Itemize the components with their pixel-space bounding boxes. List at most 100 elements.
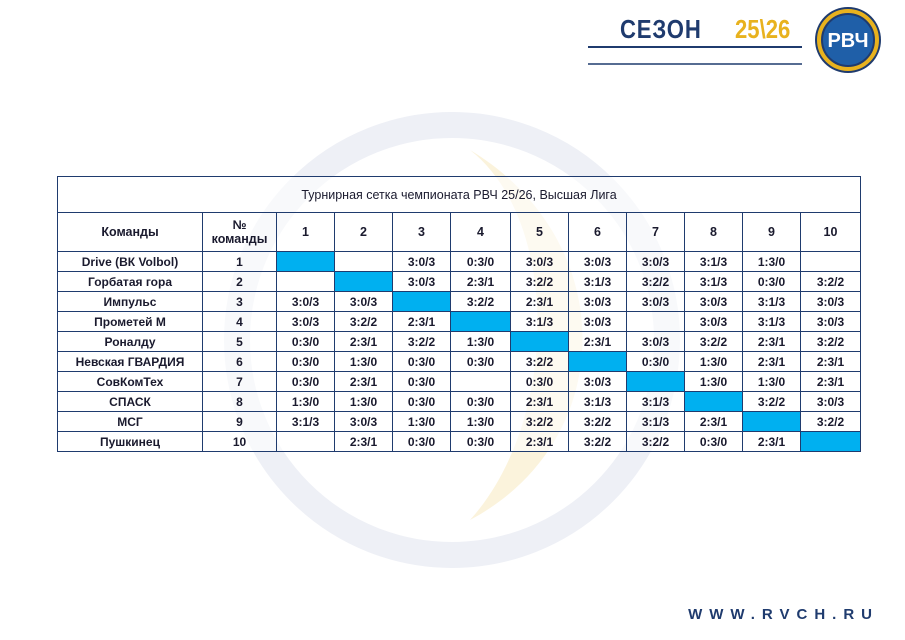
match-result <box>450 311 511 332</box>
match-result <box>568 351 627 372</box>
team-number: 6 <box>202 351 277 372</box>
match-result <box>626 371 685 392</box>
match-result: 3:2/2 <box>450 291 511 312</box>
match-result: 3:2/2 <box>568 431 627 452</box>
match-result: 3:2/2 <box>799 331 862 352</box>
match-result: 3:0/3 <box>799 291 862 312</box>
column-header: 5 <box>510 212 569 252</box>
team-name: Невская ГВАРДИЯ <box>57 351 203 372</box>
match-result: 1:3/0 <box>742 251 801 272</box>
match-result: 1:3/0 <box>684 371 743 392</box>
team-name: Пушкинец <box>57 431 203 452</box>
team-name: Горбатая гора <box>57 271 203 292</box>
team-number: 9 <box>202 411 277 432</box>
match-result: 1:3/0 <box>450 331 511 352</box>
match-result: 3:2/2 <box>568 411 627 432</box>
match-result: 3:0/3 <box>568 251 627 272</box>
match-result: 3:0/3 <box>568 311 627 332</box>
match-result: 3:2/2 <box>392 331 451 352</box>
team-number: 7 <box>202 371 277 392</box>
match-result: 3:0/3 <box>276 291 335 312</box>
team-number: 4 <box>202 311 277 332</box>
column-header: 10 <box>799 212 862 252</box>
header-row: Команды № команды 1 2 3 4 5 6 7 8 9 10 <box>57 212 862 252</box>
match-result: 3:2/2 <box>742 391 801 412</box>
match-result: 3:2/2 <box>626 271 685 292</box>
match-result: 0:3/0 <box>626 351 685 372</box>
match-result <box>510 331 569 352</box>
match-result: 3:0/3 <box>392 271 451 292</box>
team-row: СовКомТех 7 0:3/0 2:3/1 0:3/0 0:3/0 3:0/3 1:3/0… <box>57 371 862 392</box>
match-result: 0:3/0 <box>450 391 511 412</box>
match-result <box>276 271 335 292</box>
tournament-table: Турнирная сетка чемпионата РВЧ 25/26, Вы… <box>56 176 862 452</box>
match-result: 3:0/3 <box>510 251 569 272</box>
season-year: 25\26 <box>735 14 791 44</box>
match-result <box>742 411 801 432</box>
match-result: 1:3/0 <box>334 391 393 412</box>
match-result <box>334 251 393 272</box>
match-result: 0:3/0 <box>450 431 511 452</box>
team-name: МСГ <box>57 411 203 432</box>
match-result: 3:2/2 <box>799 271 862 292</box>
match-result: 1:3/0 <box>392 411 451 432</box>
match-result: 3:1/3 <box>568 391 627 412</box>
team-name: Импульс <box>57 291 203 312</box>
team-row: МСГ 9 3:1/3 3:0/3 1:3/0 1:3/0 3:2/2 3:2/2 3:1/3 2… <box>57 411 862 432</box>
match-result: 0:3/0 <box>392 371 451 392</box>
column-header: 7 <box>626 212 685 252</box>
team-name: Прометей М <box>57 311 203 332</box>
match-result: 3:0/3 <box>334 411 393 432</box>
team-number: 2 <box>202 271 277 292</box>
match-result: 3:2/2 <box>334 311 393 332</box>
match-result: 3:1/3 <box>684 251 743 272</box>
match-result: 3:0/3 <box>568 291 627 312</box>
match-result <box>450 371 511 392</box>
team-row: Пушкинец 10 2:3/1 0:3/0 0:3/0 2:3/1 3:2/2 3:2/2… <box>57 431 862 452</box>
match-result: 3:0/3 <box>799 311 862 332</box>
team-name: СПАСК <box>57 391 203 412</box>
match-result: 2:3/1 <box>684 411 743 432</box>
table-body: Турнирная сетка чемпионата РВЧ 25/26, Вы… <box>56 176 862 452</box>
match-result: 3:0/3 <box>276 311 335 332</box>
match-result: 3:1/3 <box>626 411 685 432</box>
match-result <box>799 431 862 452</box>
match-result: 0:3/0 <box>450 351 511 372</box>
match-result <box>684 391 743 412</box>
match-result: 2:3/1 <box>334 371 393 392</box>
team-name: СовКомТех <box>57 371 203 392</box>
match-result: 2:3/1 <box>510 391 569 412</box>
match-result: 3:1/3 <box>276 411 335 432</box>
match-result: 0:3/0 <box>392 391 451 412</box>
match-result: 3:1/3 <box>626 391 685 412</box>
match-result <box>276 431 335 452</box>
match-result: 3:0/3 <box>684 311 743 332</box>
match-result <box>392 291 451 312</box>
team-row: Горбатая гора 2 3:0/3 2:3/1 3:2/2 3:1/3 3:2/2 3… <box>57 271 862 292</box>
match-result: 2:3/1 <box>392 311 451 332</box>
column-header: Команды <box>57 212 203 252</box>
match-result: 2:3/1 <box>334 331 393 352</box>
team-row: Роналду 5 0:3/0 2:3/1 3:2/2 1:3/0 2:3/1 3:0/3 3:… <box>57 331 862 352</box>
column-header: 2 <box>334 212 393 252</box>
match-result: 3:1/3 <box>742 291 801 312</box>
team-row: СПАСК 8 1:3/0 1:3/0 0:3/0 0:3/0 2:3/1 3:1/3 3:1/… <box>57 391 862 412</box>
match-result: 2:3/1 <box>799 351 862 372</box>
team-row: Импульс 3 3:0/3 3:0/3 3:2/2 2:3/1 3:0/3 3:0/3 3:… <box>57 291 862 312</box>
match-result: 2:3/1 <box>799 371 862 392</box>
column-header: 8 <box>684 212 743 252</box>
match-result: 3:0/3 <box>626 251 685 272</box>
match-result: 3:1/3 <box>568 271 627 292</box>
column-header: 9 <box>742 212 801 252</box>
team-number: 5 <box>202 331 277 352</box>
match-result <box>334 271 393 292</box>
match-result: 1:3/0 <box>684 351 743 372</box>
column-header: 1 <box>276 212 335 252</box>
match-result: 0:3/0 <box>510 371 569 392</box>
match-result: 2:3/1 <box>450 271 511 292</box>
match-result: 3:0/3 <box>392 251 451 272</box>
column-header: 3 <box>392 212 451 252</box>
column-header: 4 <box>450 212 511 252</box>
match-result: 0:3/0 <box>276 331 335 352</box>
